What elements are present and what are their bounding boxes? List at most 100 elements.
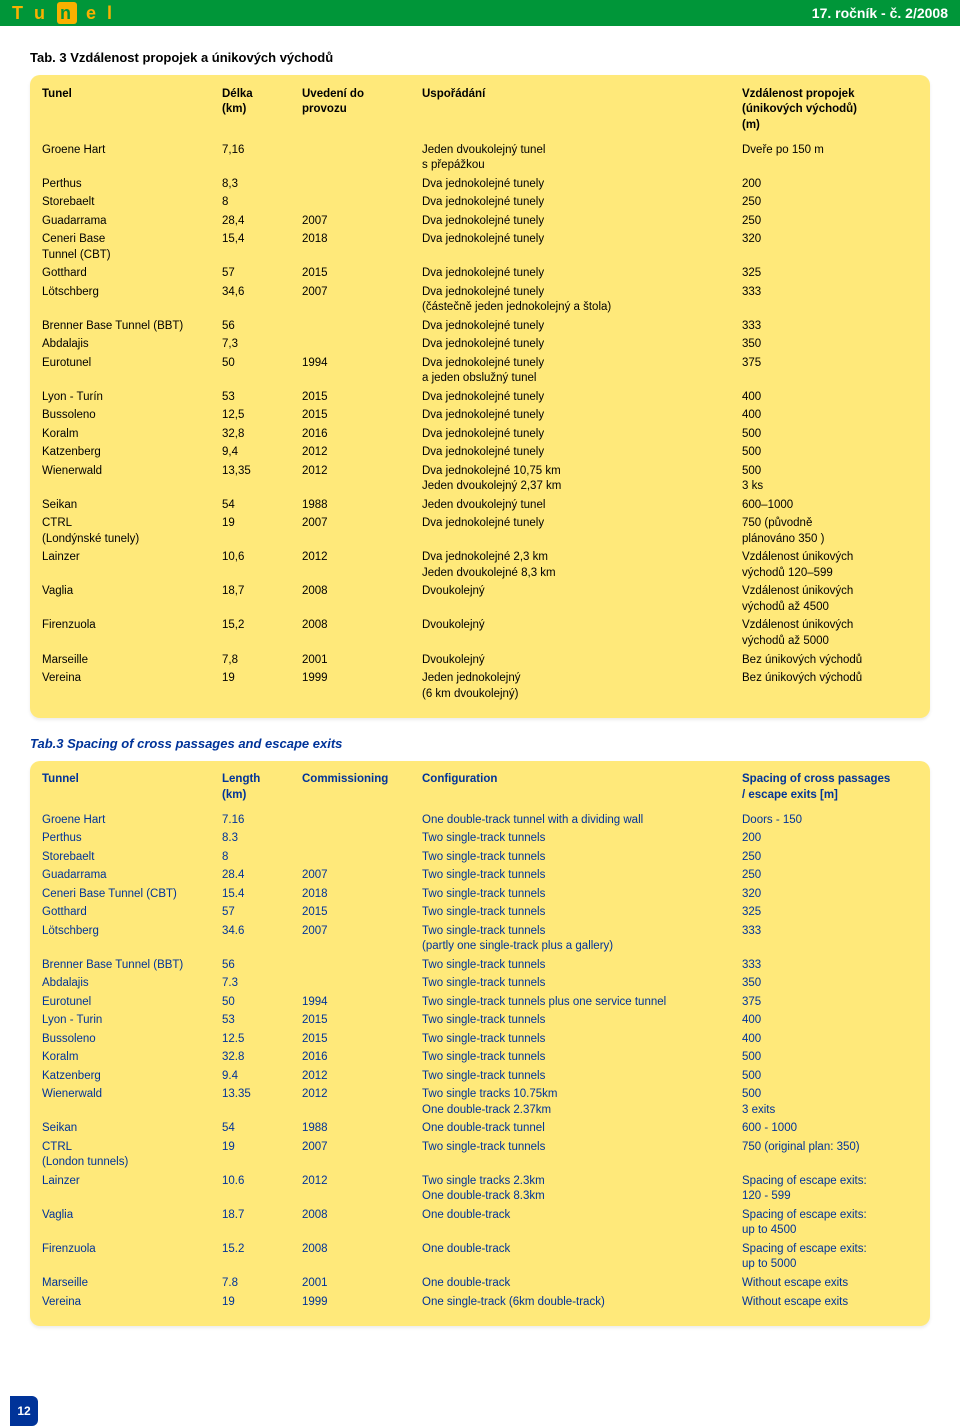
cell-length: 12.5: [222, 1032, 302, 1048]
cell-name: Bussoleno: [42, 1032, 222, 1048]
cell-spacing: 400: [742, 390, 918, 406]
cell-name: Bussoleno: [42, 408, 222, 424]
cell-length: 19: [222, 1140, 302, 1156]
cell-spacing: Spacing of escape exits:up to 4500: [742, 1208, 918, 1239]
cell-config: One double-track: [422, 1276, 742, 1292]
cell-spacing: Without escape exits: [742, 1295, 918, 1311]
table-row: Koralm32.82016Two single-track tunnels50…: [42, 1049, 918, 1068]
cell-config: Two single-track tunnels: [422, 868, 742, 884]
table-row: Ceneri Base Tunnel (CBT)15.42018Two sing…: [42, 885, 918, 904]
cell-name: Vereina: [42, 1295, 222, 1311]
cell-name: Marseille: [42, 653, 222, 669]
cell-config: Two single-track tunnels: [422, 1032, 742, 1048]
cell-config: Two single-track tunnels: [422, 887, 742, 903]
hdr-config-en: Configuration: [422, 772, 742, 788]
cell-length: 32.8: [222, 1050, 302, 1066]
cell-length: 15,2: [222, 618, 302, 634]
cell-commission: 2007: [302, 214, 422, 230]
cell-commission: 2012: [302, 464, 422, 480]
table-row: Marseille7.82001One double-trackWithout …: [42, 1274, 918, 1293]
cell-name: Lyon - Turín: [42, 390, 222, 406]
page-number: 12: [10, 1396, 38, 1426]
cell-name: Firenzuola: [42, 618, 222, 634]
cell-length: 15.4: [222, 887, 302, 903]
cell-config: Dva jednokolejné tunely: [422, 214, 742, 230]
cell-config: Dvoukolejný: [422, 618, 742, 634]
cell-length: 19: [222, 671, 302, 687]
cell-length: 56: [222, 319, 302, 335]
cell-config: Dva jednokolejné tunely: [422, 266, 742, 282]
cell-config: Dva jednokolejné tunelya jeden obslužný …: [422, 356, 742, 387]
cell-config: Jeden dvoukolejný tunel: [422, 498, 742, 514]
table-row: Bussoleno12,52015Dva jednokolejné tunely…: [42, 407, 918, 426]
cell-spacing: 400: [742, 1032, 918, 1048]
cell-spacing: 5003 ks: [742, 464, 918, 495]
table-row: Katzenberg9,42012Dva jednokolejné tunely…: [42, 444, 918, 463]
cell-name: Koralm: [42, 1050, 222, 1066]
cell-length: 34,6: [222, 285, 302, 301]
cell-config: Two single-track tunnels: [422, 831, 742, 847]
table-row: Wienerwald13,352012Dva jednokolejné 10,7…: [42, 462, 918, 496]
cell-commission: 2015: [302, 1032, 422, 1048]
cell-config: One double-track tunnel with a dividing …: [422, 813, 742, 829]
cell-commission: 2007: [302, 285, 422, 301]
cell-spacing: 350: [742, 337, 918, 353]
table-row: Marseille7,82001DvoukolejnýBez únikových…: [42, 651, 918, 670]
cell-commission: 2016: [302, 427, 422, 443]
cell-length: 7,16: [222, 143, 302, 159]
table-row: Koralm32,82016Dva jednokolejné tunely500: [42, 425, 918, 444]
cell-commission: 2015: [302, 390, 422, 406]
cell-name: CTRL(London tunnels): [42, 1140, 222, 1171]
table-row: Katzenberg9.42012Two single-track tunnel…: [42, 1067, 918, 1086]
cell-spacing: 325: [742, 266, 918, 282]
cell-commission: 2007: [302, 1140, 422, 1156]
table-row: Eurotunel501994Two single-track tunnels …: [42, 993, 918, 1012]
cell-config: One double-track: [422, 1242, 742, 1258]
header-bar: T u n e l 17. ročník - č. 2/2008: [0, 0, 960, 26]
cell-config: Dvoukolejný: [422, 584, 742, 600]
cell-spacing: 500: [742, 1050, 918, 1066]
table-row: Ceneri BaseTunnel (CBT)15,42018Dva jedno…: [42, 231, 918, 265]
cell-spacing: 350: [742, 976, 918, 992]
table-row: Lainzer10,62012Dva jednokolejné 2,3 kmJe…: [42, 549, 918, 583]
cell-name: Guadarrama: [42, 214, 222, 230]
cell-commission: 2018: [302, 887, 422, 903]
table-row: Lyon - Turin532015Two single-track tunne…: [42, 1012, 918, 1031]
cell-name: Eurotunel: [42, 995, 222, 1011]
cell-spacing: 500: [742, 445, 918, 461]
table-row: CTRL(Londýnské tunely)192007Dva jednokol…: [42, 515, 918, 549]
cell-commission: 2012: [302, 1087, 422, 1103]
table-row: Lainzer10.62012Two single tracks 2.3kmOn…: [42, 1172, 918, 1206]
cell-config: Two single-track tunnels: [422, 1013, 742, 1029]
cell-config: Dva jednokolejné 10,75 kmJeden dvoukolej…: [422, 464, 742, 495]
cell-length: 15,4: [222, 232, 302, 248]
cell-name: Gotthard: [42, 905, 222, 921]
cell-config: Dva jednokolejné tunely(částečně jeden j…: [422, 285, 742, 316]
cell-config: Dva jednokolejné tunely: [422, 177, 742, 193]
cell-spacing: 333: [742, 958, 918, 974]
table-row: Lötschberg34.62007Two single-track tunne…: [42, 922, 918, 956]
logo: T u n e l: [12, 3, 115, 24]
cell-name: Groene Hart: [42, 813, 222, 829]
cell-spacing: 250: [742, 195, 918, 211]
cell-commission: 2008: [302, 584, 422, 600]
cell-commission: 2018: [302, 232, 422, 248]
cell-commission: 1994: [302, 995, 422, 1011]
cell-length: 7.3: [222, 976, 302, 992]
cell-config: Two single-track tunnels(partly one sing…: [422, 924, 742, 955]
cell-name: Storebaelt: [42, 850, 222, 866]
table-row: Groene Hart7,16Jeden dvoukolejný tunels …: [42, 141, 918, 175]
cell-config: Two single-track tunnels: [422, 1050, 742, 1066]
cell-spacing: Spacing of escape exits:up to 5000: [742, 1242, 918, 1273]
cell-commission: 2001: [302, 653, 422, 669]
cell-spacing: 500: [742, 427, 918, 443]
hdr-spacing-en: Spacing of cross passages/ escape exits …: [742, 772, 918, 803]
cell-length: 18,7: [222, 584, 302, 600]
cell-spacing: 600–1000: [742, 498, 918, 514]
table-row: Lyon - Turín532015Dva jednokolejné tunel…: [42, 388, 918, 407]
cell-config: Dva jednokolejné tunely: [422, 319, 742, 335]
cell-config: Dva jednokolejné tunely: [422, 390, 742, 406]
cell-name: Lötschberg: [42, 924, 222, 940]
cell-name: Lainzer: [42, 1174, 222, 1190]
table-cz: Tunel Délka(km) Uvedení doprovozu Uspořá…: [30, 75, 930, 718]
